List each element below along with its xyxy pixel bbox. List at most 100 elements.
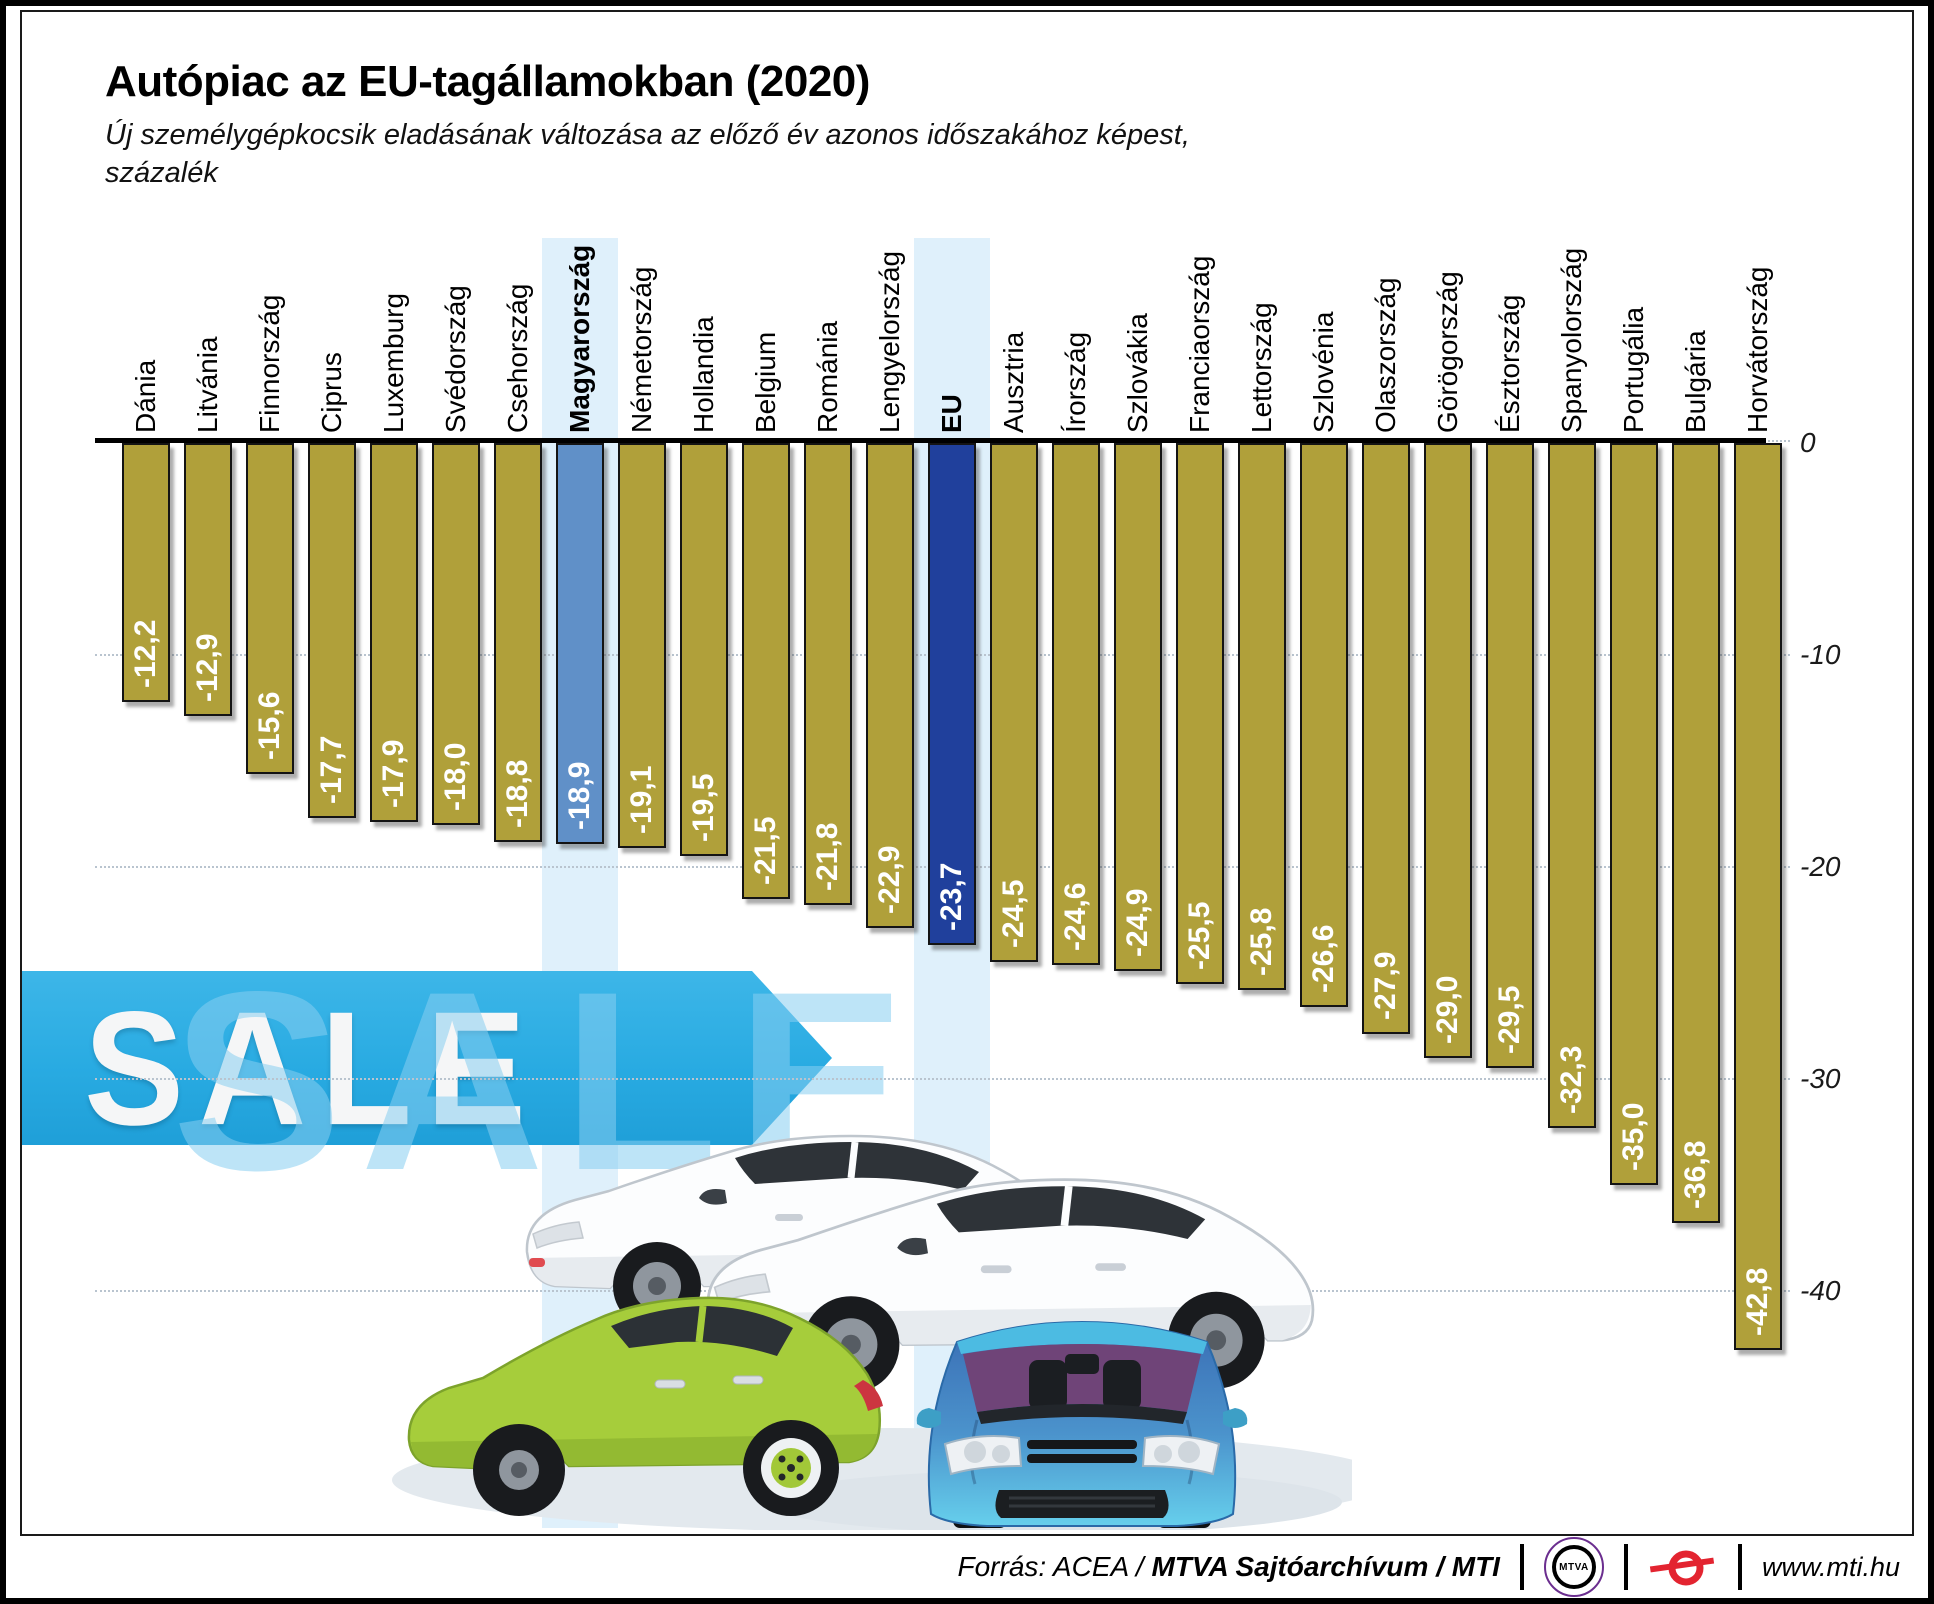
bar-value-label: -42,8	[1741, 1267, 1774, 1336]
bar-románia	[804, 443, 852, 905]
column-label-portugália: Portugália	[1618, 306, 1649, 433]
bar-value-label: -36,8	[1679, 1140, 1712, 1209]
footer-separator	[1623, 1544, 1628, 1590]
bar-svédország	[432, 443, 480, 825]
column-label-hollandia: Hollandia	[688, 316, 719, 433]
column-label-németország: Németország	[626, 266, 657, 433]
bar-finnország	[246, 443, 294, 774]
subtitle-line-1: Új személygépkocsik eladásának változása…	[105, 119, 1190, 151]
footer-separator	[1519, 1544, 1524, 1590]
footer: Forrás: ACEA / MTVA Sajtóarchívum / MTI …	[957, 1537, 1900, 1597]
bar-magyarország	[556, 443, 604, 844]
column-label-bulgária: Bulgária	[1680, 330, 1711, 433]
bar-value-label: -19,1	[625, 765, 658, 834]
column-label-ciprus: Ciprus	[316, 352, 347, 433]
source-prefix: Forrás: ACEA /	[957, 1551, 1144, 1582]
column-label-litvánia: Litvánia	[192, 336, 223, 433]
bar-olaszország	[1362, 443, 1410, 1034]
column-label-belgium: Belgium	[750, 331, 781, 433]
bar-value-label: -21,5	[749, 816, 782, 885]
bar-value-label: -32,3	[1555, 1045, 1588, 1114]
bar-portugália	[1610, 443, 1658, 1185]
bar-value-label: -19,5	[687, 773, 720, 842]
bar-ciprus	[308, 443, 356, 818]
mtva-logo-ring: MTVA	[1551, 1545, 1596, 1589]
bar-németország	[618, 443, 666, 848]
bar-value-label: -18,9	[563, 761, 596, 830]
column-label-csehország: Csehország	[502, 283, 533, 433]
source-agency: / MTI	[1436, 1551, 1500, 1582]
infographic-panel: Autópiac az EU-tagállamokban (2020) Új s…	[20, 10, 1914, 1536]
bar-value-label: -25,8	[1245, 907, 1278, 976]
column-label-lettország: Lettország	[1246, 302, 1277, 433]
bar-value-label: -24,5	[997, 879, 1030, 948]
sale-banner-text: SALE	[84, 977, 541, 1159]
column-label-dánia: Dánia	[130, 359, 161, 433]
bar-litvánia	[184, 443, 232, 716]
bar-value-label: -24,6	[1059, 882, 1092, 951]
mti-logo-icon	[1649, 1550, 1715, 1586]
bar-görögország	[1424, 443, 1472, 1058]
mtva-logo-icon: MTVA	[1543, 1537, 1604, 1597]
bar-value-label: -26,6	[1307, 924, 1340, 993]
y-axis-tick-label: 0	[1800, 427, 1816, 458]
sale-banner: SALE	[22, 971, 832, 1145]
column-label-görögország: Görögország	[1432, 271, 1463, 433]
bar-lettország	[1238, 443, 1286, 990]
column-label-románia: Románia	[812, 320, 843, 433]
y-axis-tick-label: -30	[1800, 1063, 1841, 1094]
cars-illustration	[392, 1078, 1352, 1530]
column-label-finnország: Finnország	[254, 294, 285, 433]
blue-compact-car	[915, 1320, 1249, 1530]
bar-szlovénia	[1300, 443, 1348, 1007]
bar-dánia	[122, 443, 170, 702]
column-label-horvátország: Horvátország	[1742, 266, 1773, 433]
bar-value-label: -22,9	[873, 845, 906, 914]
bar-eu	[928, 443, 976, 945]
column-label-ausztria: Ausztria	[998, 331, 1029, 433]
bar-value-label: -18,8	[501, 759, 534, 828]
bar-value-label: -12,2	[129, 619, 162, 688]
zero-axis-line	[95, 438, 1766, 443]
page-title: Autópiac az EU-tagállamokban (2020)	[105, 57, 870, 106]
bar-value-label: -29,0	[1431, 975, 1464, 1044]
column-label-svédország: Svédország	[440, 285, 471, 433]
bar-szlovákia	[1114, 443, 1162, 971]
bar-írország	[1052, 443, 1100, 965]
y-axis-tick-label: -20	[1800, 851, 1841, 882]
bar-value-label: -12,9	[191, 633, 224, 702]
column-label-lengyelország: Lengyelország	[874, 250, 905, 433]
bar-luxemburg	[370, 443, 418, 822]
bar-csehország	[494, 443, 542, 842]
bar-belgium	[742, 443, 790, 899]
footer-separator	[1737, 1544, 1742, 1590]
website-url: www.mti.hu	[1761, 1551, 1900, 1582]
bar-value-label: -17,9	[377, 739, 410, 808]
column-label-magyarország: Magyarország	[564, 244, 595, 433]
bar-value-label: -35,0	[1617, 1102, 1650, 1171]
bar-ausztria	[990, 443, 1038, 962]
bar-value-label: -15,6	[253, 691, 286, 760]
bar-value-label: -25,5	[1183, 901, 1216, 970]
column-label-franciaország: Franciaország	[1184, 255, 1215, 433]
y-axis-tick-label: -40	[1800, 1275, 1841, 1306]
column-label-észtország: Észtország	[1494, 294, 1525, 434]
bar-value-label: -23,7	[935, 862, 968, 931]
column-label-eu: EU	[936, 394, 967, 433]
bar-észtország	[1486, 443, 1534, 1068]
column-label-szlovákia: Szlovákia	[1122, 313, 1153, 433]
subtitle-line-2: százalék	[105, 157, 218, 189]
column-label-írország: Írország	[1060, 331, 1091, 433]
bar-value-label: -29,5	[1493, 985, 1526, 1054]
bar-value-label: -21,8	[811, 822, 844, 891]
y-axis-tick-label: -10	[1800, 639, 1841, 670]
bar-value-label: -17,7	[315, 735, 348, 804]
column-label-spanyolország: Spanyolország	[1556, 247, 1587, 433]
column-label-szlovénia: Szlovénia	[1308, 311, 1339, 433]
bar-horvátország	[1734, 443, 1782, 1350]
column-label-olaszország: Olaszország	[1370, 277, 1401, 433]
bar-value-label: -27,9	[1369, 951, 1402, 1020]
gridline--30	[95, 1078, 1790, 1080]
bar-lengyelország	[866, 443, 914, 928]
bar-franciaország	[1176, 443, 1224, 984]
